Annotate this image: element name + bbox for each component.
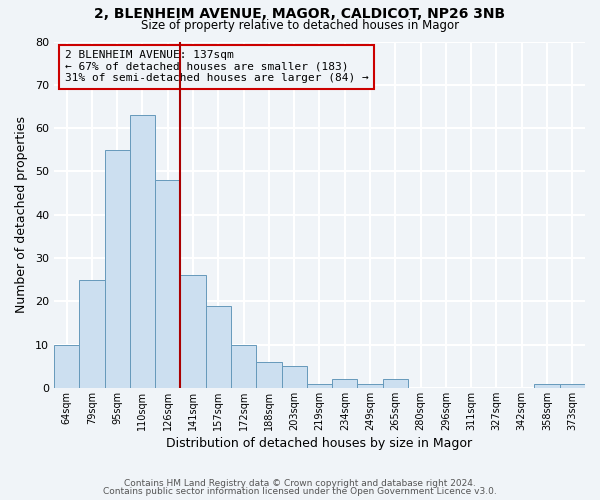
Bar bbox=[383, 379, 408, 388]
Text: 2, BLENHEIM AVENUE, MAGOR, CALDICOT, NP26 3NB: 2, BLENHEIM AVENUE, MAGOR, CALDICOT, NP2… bbox=[94, 8, 506, 22]
Bar bbox=[79, 280, 104, 388]
Text: 2 BLENHEIM AVENUE: 137sqm
← 67% of detached houses are smaller (183)
31% of semi: 2 BLENHEIM AVENUE: 137sqm ← 67% of detac… bbox=[65, 50, 368, 84]
Bar bbox=[181, 276, 206, 388]
X-axis label: Distribution of detached houses by size in Magor: Distribution of detached houses by size … bbox=[166, 437, 473, 450]
Text: Contains public sector information licensed under the Open Government Licence v3: Contains public sector information licen… bbox=[103, 487, 497, 496]
Bar bbox=[256, 362, 281, 388]
Bar bbox=[535, 384, 560, 388]
Bar bbox=[332, 379, 358, 388]
Bar bbox=[307, 384, 332, 388]
Bar bbox=[281, 366, 307, 388]
Bar bbox=[231, 344, 256, 388]
Text: Size of property relative to detached houses in Magor: Size of property relative to detached ho… bbox=[141, 18, 459, 32]
Bar bbox=[206, 306, 231, 388]
Text: Contains HM Land Registry data © Crown copyright and database right 2024.: Contains HM Land Registry data © Crown c… bbox=[124, 478, 476, 488]
Bar bbox=[130, 115, 155, 388]
Bar bbox=[155, 180, 181, 388]
Bar bbox=[358, 384, 383, 388]
Bar bbox=[54, 344, 79, 388]
Y-axis label: Number of detached properties: Number of detached properties bbox=[15, 116, 28, 313]
Bar bbox=[560, 384, 585, 388]
Bar bbox=[104, 150, 130, 388]
